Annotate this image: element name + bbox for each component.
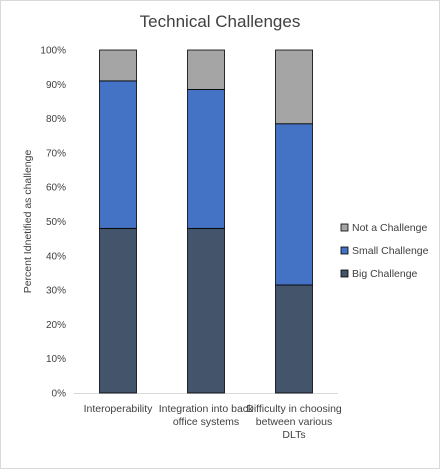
bar-segment-not-a-challenge <box>99 49 137 82</box>
y-tick-label: 50% <box>46 217 66 228</box>
y-tick-label: 60% <box>46 183 66 194</box>
y-axis-label: Percent Idnetified as challenge <box>22 150 34 294</box>
legend-swatch <box>340 269 349 278</box>
legend-swatch <box>340 246 349 255</box>
y-tick-label: 10% <box>46 354 66 365</box>
legend-swatch <box>340 223 349 232</box>
legend-label: Big Challenge <box>352 268 418 280</box>
y-tick-label: 100% <box>40 46 66 57</box>
bar-segment-big-challenge <box>99 227 137 394</box>
y-tick-label: 90% <box>46 80 66 91</box>
y-tick-label: 70% <box>46 148 66 159</box>
y-tick-label: 20% <box>46 320 66 331</box>
x-tick-label: Difficulty in choosing between various D… <box>246 403 342 441</box>
bar-segment-small-challenge <box>99 80 137 229</box>
bar-segment-not-a-challenge <box>187 49 225 90</box>
bar-segment-small-challenge <box>187 89 225 229</box>
chart-title: Technical Challenges <box>140 12 301 31</box>
y-tick-label: 30% <box>46 286 66 297</box>
y-tick-label: 40% <box>46 251 66 262</box>
x-tick-label: Integration into back office systems <box>158 403 254 428</box>
bar-segment-big-challenge <box>187 227 225 394</box>
bar-segment-small-challenge <box>275 123 313 286</box>
legend-label: Small Challenge <box>352 245 429 257</box>
bar-segment-not-a-challenge <box>275 49 313 125</box>
x-tick-label: Interoperability <box>83 403 153 415</box>
y-tick-label: 80% <box>46 114 66 125</box>
legend-label: Not a Challenge <box>352 222 427 234</box>
y-tick-label: 0% <box>52 389 67 400</box>
bar-segment-big-challenge <box>275 284 313 394</box>
